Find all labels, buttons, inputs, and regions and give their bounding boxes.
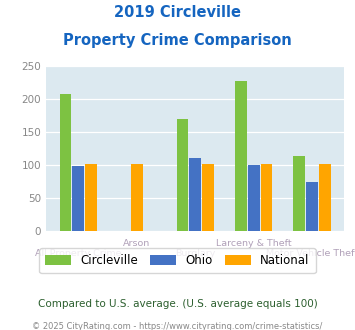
Bar: [319, 164, 331, 231]
Text: 2019 Circleville: 2019 Circleville: [114, 5, 241, 20]
Bar: [60, 94, 71, 231]
Bar: [306, 182, 318, 231]
Text: Burglary: Burglary: [175, 249, 215, 258]
Bar: [85, 164, 97, 231]
Text: All Property Crime: All Property Crime: [35, 249, 121, 258]
Text: Larceny & Theft: Larceny & Theft: [216, 239, 291, 248]
Text: Compared to U.S. average. (U.S. average equals 100): Compared to U.S. average. (U.S. average …: [38, 299, 317, 309]
Text: Arson: Arson: [123, 239, 151, 248]
Bar: [190, 158, 201, 231]
Text: Property Crime Comparison: Property Crime Comparison: [63, 33, 292, 48]
Legend: Circleville, Ohio, National: Circleville, Ohio, National: [39, 248, 316, 273]
Bar: [72, 166, 84, 231]
Text: © 2025 CityRating.com - https://www.cityrating.com/crime-statistics/: © 2025 CityRating.com - https://www.city…: [32, 322, 323, 330]
Bar: [261, 164, 272, 231]
Bar: [294, 156, 305, 231]
Bar: [248, 165, 260, 231]
Bar: [176, 119, 188, 231]
Text: Motor Vehicle Theft: Motor Vehicle Theft: [266, 249, 355, 258]
Bar: [235, 81, 247, 231]
Bar: [202, 164, 214, 231]
Bar: [131, 164, 143, 231]
